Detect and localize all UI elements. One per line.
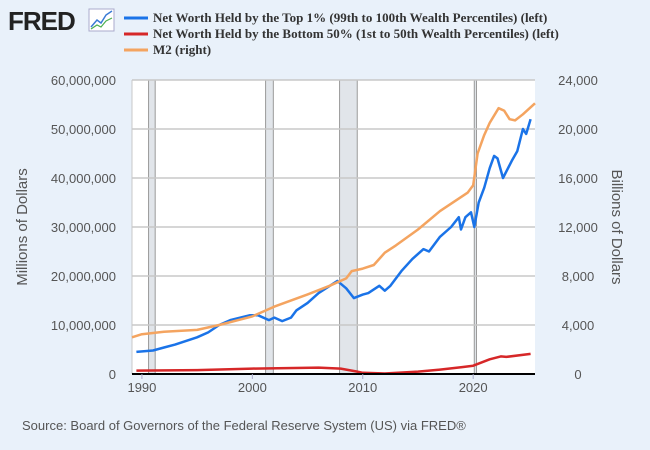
- y-tick-label-right: 16,000: [558, 171, 598, 186]
- legend-label-1: Net Worth Held by the Top 1% (99th to 10…: [153, 10, 547, 25]
- series-line-1: [136, 118, 532, 354]
- series-line-2: [136, 352, 531, 375]
- y-tick-label-left: 40,000,000: [51, 171, 116, 186]
- y-tick-label-right: 8,000: [562, 269, 595, 284]
- fred-logo-text: FRED: [8, 6, 75, 36]
- y-axis-label-left: Millions of Dollars: [14, 168, 31, 286]
- y-tick-label-left: 30,000,000: [51, 220, 116, 235]
- source-note: Source: Board of Governors of the Federa…: [22, 418, 466, 433]
- logo-line-icon-2: [90, 17, 113, 30]
- y-axis-label-right: Billions of Dollars: [608, 169, 625, 284]
- y-tick-label-left: 50,000,000: [51, 122, 116, 137]
- y-tick-label-left: 60,000,000: [51, 73, 116, 88]
- series-line-3: [131, 102, 536, 339]
- x-tick-label: 2020: [459, 380, 488, 395]
- y-tick-label-right: 4,000: [562, 318, 595, 333]
- y-tick-label-right: 20,000: [558, 122, 598, 137]
- tick-labels: 0 0 10,000,000 4,000 20,000,000 8,000 30,000,0…: [51, 73, 598, 395]
- logo-line-icon: [90, 10, 113, 28]
- y-tick-label-right: 12,000: [558, 220, 598, 235]
- y-tick-label-right: 24,000: [558, 73, 598, 88]
- x-tick-label: 2000: [238, 380, 267, 395]
- legend: Net Worth Held by the Top 1% (99th to 10…: [124, 10, 559, 57]
- legend-label-2: Net Worth Held by the Bottom 50% (1st to…: [153, 26, 559, 41]
- x-tick-label: 1990: [127, 380, 156, 395]
- y-tick-label-right: 0: [574, 367, 581, 382]
- fred-logo[interactable]: FRED: [8, 6, 115, 36]
- y-tick-label-left: 10,000,000: [51, 318, 116, 333]
- x-tick-label: 2010: [348, 380, 377, 395]
- series-lines: [131, 102, 536, 375]
- legend-label-3: M2 (right): [153, 42, 211, 57]
- y-tick-label-left: 20,000,000: [51, 269, 116, 284]
- y-tick-label-left: 0: [109, 367, 116, 382]
